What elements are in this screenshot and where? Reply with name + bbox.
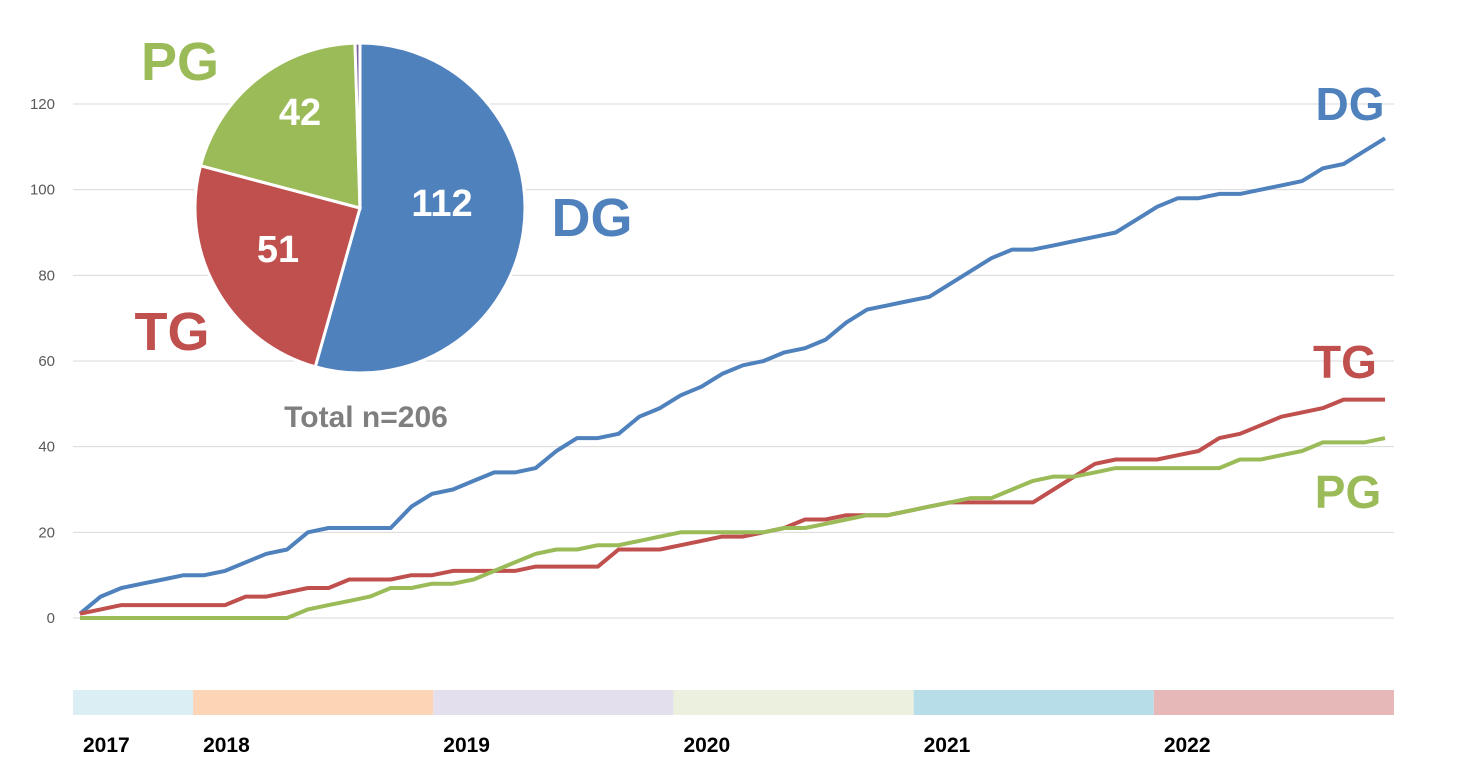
series-line-pg: [80, 436, 1386, 620]
pie-total-label: Total n=206: [284, 401, 448, 434]
year-band-2021: [913, 690, 1154, 715]
pie-slice-pg: [198, 41, 362, 210]
pie-slice-other: [353, 41, 362, 209]
pie-name-dg: DG: [552, 188, 633, 248]
y-axis-ticks: 0 20 40 60 80 100 120: [30, 96, 55, 627]
pie-value-pg: 42: [279, 92, 321, 134]
year-band-2018: [193, 690, 434, 715]
year-band-2022: [1153, 690, 1394, 715]
pie-value-tg: 51: [257, 229, 299, 271]
pie-slice-tg: [193, 163, 362, 369]
y-tick-label: 100: [30, 182, 55, 199]
pie-chart: 112 DG 51 TG 42 PG Total n=206: [135, 32, 633, 434]
year-bands: 2017 2018 2019 2020 2021 2022: [73, 690, 1394, 757]
y-tick-label: 60: [38, 353, 55, 370]
series-line-tg: [79, 397, 1385, 616]
y-tick-label: 80: [38, 267, 55, 284]
series-label-dg: DG: [1316, 78, 1385, 130]
year-label-2018: 2018: [203, 734, 250, 757]
series-line-dg: [78, 136, 1387, 616]
series-label-tg: TG: [1313, 336, 1377, 388]
series-labels: DG TG PG: [1313, 78, 1384, 518]
pie-value-dg: 112: [411, 183, 472, 225]
year-band-2020: [673, 690, 914, 715]
year-label-2020: 2020: [683, 734, 730, 757]
year-label-2019: 2019: [443, 734, 490, 757]
y-tick-label: 120: [30, 96, 55, 113]
year-label-2017: 2017: [83, 734, 130, 757]
series-label-pg: PG: [1315, 466, 1381, 518]
year-band-2019: [433, 690, 674, 715]
y-tick-label: 20: [38, 524, 55, 541]
line-series: [78, 136, 1387, 620]
pie-name-pg: PG: [141, 32, 219, 92]
year-label-2021: 2021: [924, 734, 971, 757]
y-tick-label: 0: [47, 610, 55, 627]
year-band-2017: [73, 690, 194, 715]
pie-slice-dg: [313, 41, 527, 375]
pie-name-tg: TG: [135, 302, 210, 362]
y-tick-label: 40: [38, 439, 55, 456]
year-label-2022: 2022: [1164, 734, 1211, 757]
